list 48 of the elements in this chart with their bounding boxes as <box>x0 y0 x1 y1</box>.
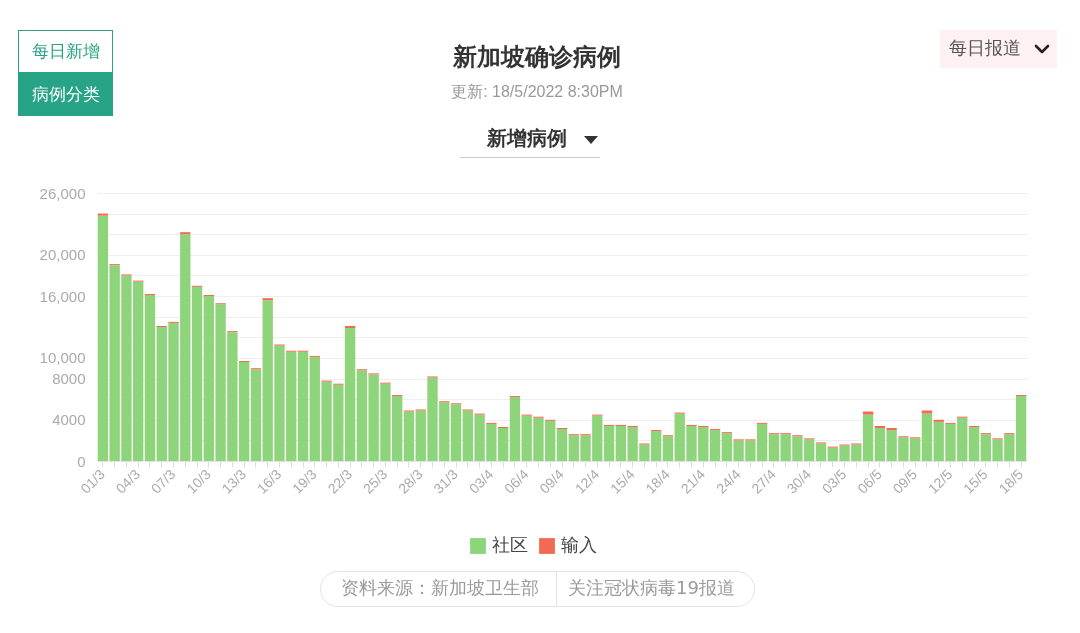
bar <box>921 410 933 414</box>
bar <box>662 436 674 461</box>
x-tick-label: 31/3 <box>430 465 462 497</box>
y-tick-label: 0 <box>77 452 86 470</box>
bar <box>556 429 568 461</box>
text: 资料来源：新加坡卫生部 <box>341 577 539 599</box>
bar <box>191 286 203 461</box>
bar <box>297 351 309 461</box>
x-tick-label: 07/3 <box>147 465 179 497</box>
text: 关注冠状病毒19报道 <box>568 577 735 599</box>
bar <box>180 232 191 235</box>
y-tick-label: 10,000 <box>39 349 86 367</box>
bar <box>815 443 827 461</box>
chart-subtitle: 更新: 18/5/2022 8:30PM <box>451 83 623 100</box>
bar <box>603 425 615 461</box>
y-tick-label: 16,000 <box>39 287 86 305</box>
y-tick-label: 4000 <box>52 411 86 429</box>
bar <box>250 369 262 461</box>
y-tick-label: 20,000 <box>39 246 86 264</box>
bar <box>450 404 462 461</box>
dropdown-button: 每日报道 <box>940 30 1057 68</box>
bar <box>921 413 933 461</box>
bar <box>509 397 521 461</box>
x-tick-label: 09/4 <box>536 465 568 497</box>
y-tick-label: 26,000 <box>39 184 86 202</box>
bar <box>968 426 980 461</box>
bar <box>144 295 156 461</box>
chart-title: 新加坡确诊病例 <box>452 43 621 71</box>
x-tick-label: 03/4 <box>465 465 497 497</box>
bar <box>874 425 886 429</box>
x-tick-label: 06/4 <box>501 465 532 497</box>
y-tick-label: 8000 <box>52 370 86 388</box>
bar <box>403 411 415 461</box>
legend-label: 社区 <box>492 535 528 555</box>
legend-label: 输入 <box>561 535 597 555</box>
bar <box>862 414 874 461</box>
x-tick-label: 04/3 <box>112 465 144 497</box>
bar <box>344 325 356 329</box>
bar <box>886 428 897 431</box>
tab-button: 每日新增 <box>18 30 113 73</box>
bar <box>262 298 273 301</box>
x-tick-label: 30/4 <box>783 465 815 497</box>
bar <box>709 430 721 461</box>
dropdown-select: 新增病例 <box>460 121 600 158</box>
bar <box>97 213 109 216</box>
tab-button: 病例分类 <box>18 73 113 116</box>
bar <box>862 411 874 415</box>
bar <box>933 419 944 422</box>
